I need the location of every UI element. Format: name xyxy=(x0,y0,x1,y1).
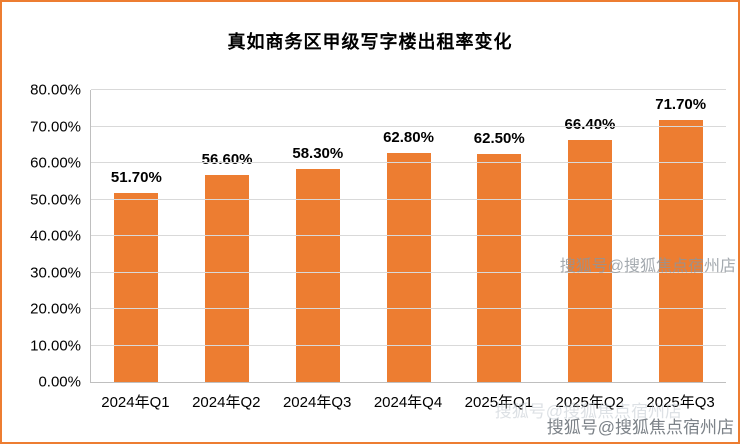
gridline xyxy=(91,271,726,273)
gridline xyxy=(91,162,726,163)
bar-column: 56.60% xyxy=(182,90,273,382)
bar xyxy=(114,193,159,382)
bar xyxy=(567,139,612,382)
bar xyxy=(386,152,431,382)
chart-title: 真如商务区甲级写字楼出租率变化 xyxy=(227,32,513,52)
bar-value-label: 58.30% xyxy=(292,145,344,163)
y-axis-tick-label: 70.00% xyxy=(30,118,81,135)
gridline xyxy=(91,235,726,236)
gridline xyxy=(91,89,726,90)
watermark-bottom: 搜狐号@搜狐焦点宿州店 xyxy=(546,418,734,437)
bars-container: 51.70% 56.60% 58.30% 62.80% 62.50% 66.40% 71.7… xyxy=(91,90,726,382)
bar-value-label: 51.70% xyxy=(110,169,162,187)
watermark-mid: 搜狐号@搜狐焦点宿州店 xyxy=(559,258,736,275)
bar-value-label: 62.80% xyxy=(383,128,434,146)
x-axis-labels: 2024年Q1 2024年Q2 2024年Q3 2024年Q4 2025年Q1 2025年… xyxy=(90,391,726,412)
y-axis-tick-label: 30.00% xyxy=(30,264,81,281)
y-axis-tick-label: 60.00% xyxy=(30,154,81,172)
bar-column: 51.70% xyxy=(91,90,182,382)
bar-column: 58.30% xyxy=(272,90,363,382)
y-axis-tick-label: 10.00% xyxy=(30,337,81,354)
gridline xyxy=(91,308,726,309)
bar-value-label: 62.50% xyxy=(473,129,525,147)
y-axis-tick-label: 20.00% xyxy=(30,300,81,318)
x-axis-tick-label: 2024年Q3 xyxy=(282,394,352,411)
x-axis-tick-label: 2024年Q2 xyxy=(192,394,261,411)
y-axis-tick-label: 50.00% xyxy=(30,191,81,208)
y-axis-tick-label: 80.00% xyxy=(30,81,81,99)
gridline xyxy=(91,344,726,346)
bar xyxy=(658,120,703,382)
bar xyxy=(205,175,250,382)
bar-column: 71.70% xyxy=(635,90,726,382)
x-axis-tick-label: 2025年Q2 xyxy=(555,394,624,411)
x-axis-tick-label: 2025年Q3 xyxy=(646,394,715,411)
bar-value-label: 66.40% xyxy=(564,115,616,133)
x-axis-tick-label: 2024年Q4 xyxy=(373,394,443,411)
bar-column: 66.40% xyxy=(545,90,636,382)
x-axis-tick-label: 2025年Q1 xyxy=(464,394,534,411)
gridline xyxy=(91,198,726,200)
bar-column: 62.50% xyxy=(454,90,545,382)
bar xyxy=(295,169,340,382)
y-axis-tick-label: 40.00% xyxy=(30,227,81,245)
bar-value-label: 71.70% xyxy=(655,96,707,114)
bar-column: 62.80% xyxy=(363,90,454,382)
y-axis-tick-label: 0.00% xyxy=(38,373,81,391)
plot-area: 51.70% 56.60% 58.30% 62.80% 62.50% 66.40% 71.7… xyxy=(30,82,726,391)
bar-value-label: 56.60% xyxy=(201,151,253,169)
x-axis-tick-label: 2024年Q1 xyxy=(101,394,170,411)
watermark-faint: 搜狐号@搜狐焦点宿州店 xyxy=(494,402,682,421)
gridline xyxy=(91,125,726,127)
bar xyxy=(477,153,522,382)
